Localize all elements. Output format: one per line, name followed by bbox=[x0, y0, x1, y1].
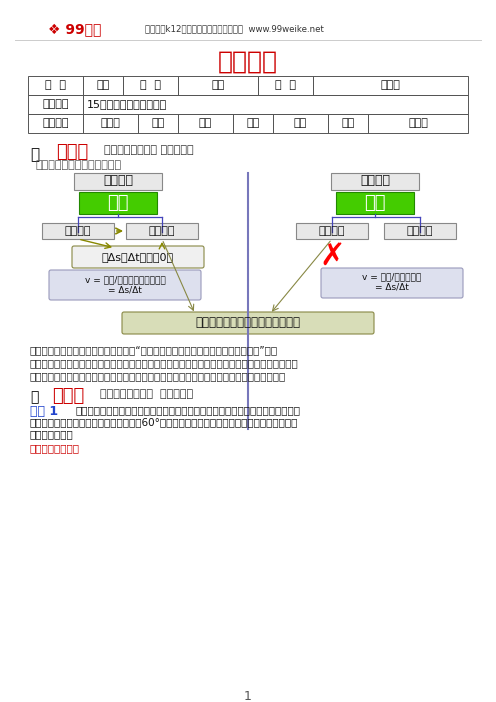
Text: 1: 1 bbox=[244, 690, 252, 702]
Bar bbox=[368, 114, 468, 133]
Text: 飞米时，发现飞机在他前上方约与地面成60°角的方向上，据此可估算出此飞机的平均速度约为: 飞米时，发现飞机在他前上方约与地面成60°角的方向上，据此可估算出此飞机的平均速… bbox=[30, 417, 299, 427]
Text: 二校: 二校 bbox=[247, 119, 259, 128]
Bar bbox=[74, 173, 162, 190]
Text: 瞬时速度: 瞬时速度 bbox=[149, 226, 175, 236]
Bar bbox=[331, 173, 419, 190]
Bar bbox=[28, 95, 83, 114]
Text: 声速的多少倍？: 声速的多少倍？ bbox=[30, 429, 74, 439]
Text: 移和该段位移所对应的时间的确定是解题的突破口，只要抓住了这两个方面，题目就可迎刀而解。: 移和该段位移所对应的时间的确定是解题的突破口，只要抓住了这两个方面，题目就可迎刀… bbox=[30, 358, 299, 368]
Text: 🎯: 🎯 bbox=[30, 390, 38, 404]
Text: 平均速率: 平均速率 bbox=[407, 226, 433, 236]
Text: 课程信息: 课程信息 bbox=[218, 50, 278, 74]
Text: 速度: 速度 bbox=[107, 194, 129, 212]
Text: = Δs/Δt: = Δs/Δt bbox=[375, 282, 409, 291]
Bar bbox=[42, 223, 114, 239]
Text: 一架飞机水平匀速的在某位同学头顶飞过，当他听到飞机的发动机声从头顶正上方: 一架飞机水平匀速的在某位同学头顶飞过，当他听到飞机的发动机声从头顶正上方 bbox=[75, 405, 300, 415]
Text: 15分钟让你学会平均速度: 15分钟让你学会平均速度 bbox=[87, 100, 167, 110]
Bar bbox=[138, 114, 178, 133]
Text: 编稿老师: 编稿老师 bbox=[42, 119, 69, 128]
Bar bbox=[123, 76, 178, 95]
Text: 惠利成: 惠利成 bbox=[101, 119, 121, 128]
Text: 速率: 速率 bbox=[364, 194, 386, 212]
Text: 年  级: 年 级 bbox=[45, 81, 66, 91]
Bar bbox=[313, 76, 468, 95]
Text: 例题 1: 例题 1 bbox=[30, 405, 58, 418]
Text: 通用版: 通用版 bbox=[380, 81, 400, 91]
Text: 📚: 📚 bbox=[30, 147, 39, 162]
Text: v = 位移/产生位移所用的时间: v = 位移/产生位移所用的时间 bbox=[85, 275, 165, 284]
Text: 巧解题: 巧解题 bbox=[52, 387, 84, 405]
Text: 解决有关平均速度问题的技巧是抓住：“哪一段时间（或哪一段位移）内的平均速度”，位: 解决有关平均速度问题的技巧是抓住：“哪一段时间（或哪一段位移）内的平均速度”，位 bbox=[30, 345, 278, 355]
Text: 审核: 审核 bbox=[341, 119, 355, 128]
Text: ❖ 99微课: ❖ 99微课 bbox=[48, 22, 101, 36]
Bar bbox=[83, 114, 138, 133]
FancyBboxPatch shape bbox=[49, 270, 201, 300]
Bar bbox=[83, 76, 123, 95]
Text: 林卉: 林卉 bbox=[199, 119, 212, 128]
Bar bbox=[178, 76, 258, 95]
Bar bbox=[328, 114, 368, 133]
Text: 平均速度: 平均速度 bbox=[65, 226, 91, 236]
Text: v = 路程/所用的时间: v = 路程/所用的时间 bbox=[363, 272, 422, 282]
Text: 高一: 高一 bbox=[96, 81, 110, 91]
Text: 课程标题: 课程标题 bbox=[42, 100, 69, 110]
Text: ✗: ✗ bbox=[319, 241, 345, 270]
Text: 析考点: 析考点 bbox=[56, 143, 88, 161]
Text: 把矢量变为标量，剔除方向的因素: 把矢量变为标量，剔除方向的因素 bbox=[195, 317, 301, 329]
Text: 中国专注k12在线教育的优质内容提供商  www.99weike.net: 中国专注k12在线教育的优质内容提供商 www.99weike.net bbox=[145, 24, 324, 33]
Text: 版  本: 版 本 bbox=[275, 81, 296, 91]
Text: 学  科: 学 科 bbox=[140, 81, 161, 91]
Text: 瞬时速率: 瞬时速率 bbox=[319, 226, 345, 236]
Bar bbox=[273, 114, 328, 133]
Text: 解析：如图所示。: 解析：如图所示。 bbox=[30, 443, 80, 453]
Text: 物理: 物理 bbox=[211, 81, 225, 91]
Bar bbox=[79, 192, 157, 214]
Bar bbox=[258, 76, 313, 95]
Bar bbox=[384, 223, 456, 239]
Bar bbox=[28, 114, 83, 133]
Text: 有关速度的物理量之间的关系: 有关速度的物理量之间的关系 bbox=[36, 160, 122, 170]
FancyBboxPatch shape bbox=[122, 312, 374, 334]
Text: 【重点难点易错点 点点新通】: 【重点难点易错点 点点新通】 bbox=[104, 145, 193, 155]
FancyBboxPatch shape bbox=[72, 246, 204, 268]
Text: 矢量范捧: 矢量范捧 bbox=[103, 175, 133, 187]
Bar bbox=[83, 95, 468, 114]
Text: 【真题题源名校题  题题经典】: 【真题题源名校题 题题经典】 bbox=[100, 389, 193, 399]
Bar bbox=[296, 223, 368, 239]
Bar bbox=[28, 76, 83, 95]
Bar bbox=[233, 114, 273, 133]
Text: 对于比较复杂的题目，还要画出示意图来帮助我们理清思路，找到思路，下面我们来看例题。: 对于比较复杂的题目，还要画出示意图来帮助我们理清思路，找到思路，下面我们来看例题… bbox=[30, 371, 286, 381]
Text: 一校: 一校 bbox=[151, 119, 165, 128]
Text: 标量范捧: 标量范捧 bbox=[360, 175, 390, 187]
Bar bbox=[126, 223, 198, 239]
Bar bbox=[336, 192, 414, 214]
FancyBboxPatch shape bbox=[321, 268, 463, 298]
Text: = Δs/Δt: = Δs/Δt bbox=[108, 286, 142, 295]
Bar bbox=[178, 114, 233, 133]
Text: 黄楠: 黄楠 bbox=[294, 119, 307, 128]
Text: 当Δs或Δt趋近于0时: 当Δs或Δt趋近于0时 bbox=[102, 252, 174, 262]
Text: 曹文慧: 曹文慧 bbox=[408, 119, 428, 128]
